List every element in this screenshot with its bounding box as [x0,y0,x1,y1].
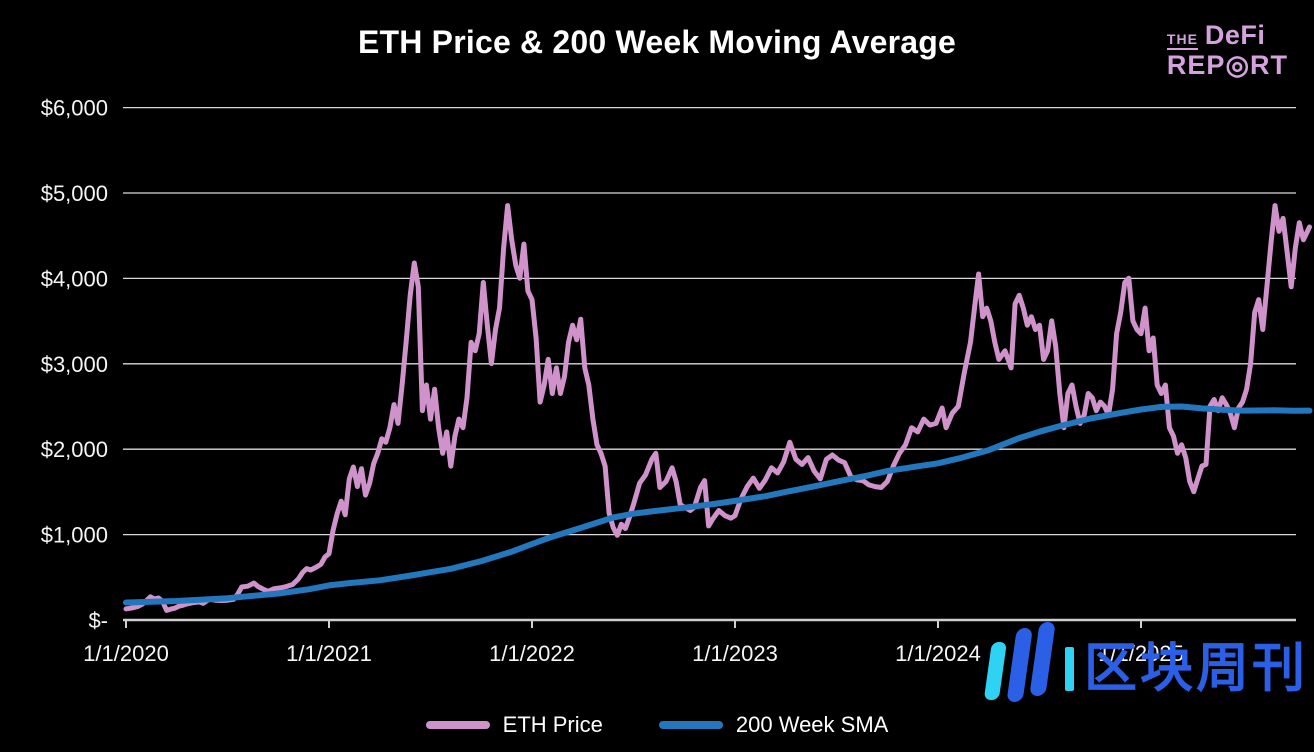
y-tick-label: $6,000 [41,96,108,121]
y-tick-label: $3,000 [41,352,108,377]
eth-price-swatch [425,721,490,729]
200-week-sma-line [123,403,1313,606]
y-tick-label: $1,000 [41,523,108,548]
block-weekly-logo-icon [984,622,1055,702]
logo-the-text: THE [1166,32,1198,50]
x-tick-label: 1/1/2023 [692,641,778,666]
eth-price-legend-label: ETH Price [502,712,603,737]
x-tick-label: 1/1/2024 [895,641,981,666]
logo-report-text: REP◎RT [1166,50,1288,80]
y-tick-label: $5,000 [41,181,108,206]
y-tick-label: $2,000 [41,437,108,462]
x-tick-label: 1/1/2020 [83,641,169,666]
x-tick-label: 1/1/2022 [489,641,575,666]
watermark-divider-bar [1065,647,1074,691]
eth-price-line [123,203,1312,613]
defi-report-logo: THE DeFi REP◎RT [1166,20,1288,80]
sma-legend-label: 200 Week SMA [735,712,889,737]
sma-swatch [658,721,723,729]
logo-defi-text: DeFi [1204,20,1266,50]
watermark-text: 区块周刊 [1084,637,1308,699]
legend-item-eth-price: ETH Price [425,712,603,738]
block-weekly-watermark: 区块周刊 [975,620,1308,712]
legend-item-200-week-sma: 200 Week SMA [658,712,889,738]
y-tick-label: $- [88,608,108,633]
logo-line-1: THE DeFi [1166,20,1288,50]
y-tick-label: $4,000 [41,266,108,291]
chart-legend: ETH Price 200 Week SMA [0,712,1314,738]
x-tick-label: 1/1/2021 [286,641,372,666]
chart-title: ETH Price & 200 Week Moving Average [357,24,957,60]
x-tick-label: 1/1/2025 [1098,641,1184,666]
